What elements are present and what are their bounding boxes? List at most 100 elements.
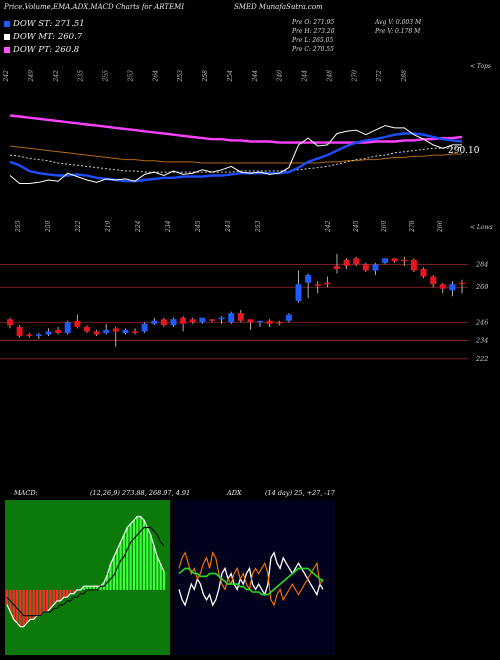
ema-top-label: 288 — [401, 70, 408, 83]
macd-bar — [42, 589, 45, 612]
candle-body — [430, 276, 437, 285]
candle-body — [55, 329, 62, 333]
ema-top-label: 242 — [53, 70, 60, 83]
macd-bar — [146, 527, 149, 590]
macd-background — [5, 500, 170, 655]
macd-bar — [152, 545, 156, 590]
ema-fast-line — [9, 132, 463, 183]
adx-line — [178, 567, 324, 596]
legend-dow-st: DOW ST: 271.51 — [4, 19, 85, 29]
tops-tag: < Tops — [470, 63, 492, 70]
candle-body — [449, 284, 456, 291]
price-level-label: 234 — [475, 337, 488, 345]
ema-top-label: 253 — [127, 70, 134, 83]
macd-bar — [149, 534, 152, 590]
candle-body — [45, 331, 52, 335]
ema-long-line — [9, 145, 462, 164]
ema-top-labels: 242 249 242 235 255 253 264 253 258 254 244 240 244 2… — [3, 70, 408, 83]
ema-bottom-label: 243 — [225, 220, 232, 233]
candle-body — [382, 258, 389, 263]
ema-bottom-label: 219 — [105, 220, 112, 233]
ema-top-label: 242 — [3, 70, 10, 83]
macd-bar — [32, 589, 35, 620]
adx-plus-di-line — [178, 551, 324, 607]
candle-body — [7, 319, 13, 326]
macd-bar — [139, 516, 142, 590]
candle-body — [305, 275, 312, 283]
macd-bar — [159, 564, 162, 590]
macd-panel — [5, 500, 170, 655]
stat-pre-open: Pre O: 271.95 — [292, 19, 335, 26]
price-top-label: 278 — [409, 220, 416, 233]
adx-panel — [175, 500, 335, 655]
candle-body — [237, 313, 244, 321]
macd-bar — [22, 589, 25, 627]
price-level-label: 246 — [475, 318, 488, 326]
adx-background — [175, 500, 335, 655]
macd-bar — [19, 589, 22, 627]
macd-line — [6, 515, 165, 628]
candle-body — [420, 268, 427, 277]
macd-bar — [109, 564, 112, 590]
ema-bottom-label: 245 — [195, 220, 202, 233]
ema-top-label: 264 — [152, 70, 159, 83]
macd-bar — [89, 586, 92, 590]
candle-body — [208, 319, 215, 321]
price-top-label: 269 — [381, 220, 388, 233]
ema-top-label: 244 — [302, 70, 309, 83]
candle-body — [112, 328, 119, 332]
candle-body — [439, 284, 446, 289]
candle-body — [372, 264, 379, 271]
price-top-label: 242 — [325, 220, 332, 233]
ema-top-label: 249 — [28, 70, 35, 83]
price-top-labels: 242 245 269 278 266 — [325, 220, 444, 233]
macd-bar — [116, 549, 119, 590]
macd-bar — [92, 586, 95, 590]
stat-pre-high: Pre H: 273.20 — [292, 28, 335, 35]
price-level-label: 284 — [475, 260, 488, 268]
chart-title-left: Price,Volume,EMA,ADX,MACD Charts for ART… — [4, 3, 185, 11]
price-top-label: 266 — [437, 220, 444, 233]
ema-top-label: 240 — [277, 70, 284, 83]
candle-body — [199, 317, 206, 323]
ema-top-label: 270 — [351, 70, 358, 83]
candle-body — [93, 331, 100, 335]
ema-bottom-label: 222 — [75, 220, 82, 233]
candle-body — [391, 258, 398, 262]
candle-body — [170, 319, 177, 326]
macd-bar — [142, 520, 146, 590]
stat-pre-volume: Pre V: 0.178 M — [375, 28, 421, 35]
candle-body — [353, 258, 360, 265]
macd-bar — [25, 589, 29, 623]
candle-body — [132, 331, 139, 333]
candle-body — [189, 319, 196, 323]
macd-bar — [126, 527, 129, 590]
macd-bar — [86, 586, 89, 590]
candle-body — [160, 319, 167, 326]
macd-bar — [49, 589, 52, 609]
ema-top-label: 258 — [202, 70, 209, 83]
candle-body — [64, 322, 71, 333]
candle-body — [151, 320, 158, 324]
macd-bar — [72, 589, 75, 594]
candle-body — [122, 329, 129, 333]
candles — [7, 253, 465, 347]
ema-bottom-label: 259 — [45, 220, 52, 233]
candle-body — [295, 284, 302, 301]
macd-bar — [122, 534, 126, 590]
candle-body — [343, 259, 350, 266]
candle-body — [180, 317, 187, 324]
candle-body — [314, 284, 321, 286]
ema-slow-line — [9, 146, 463, 173]
candle-body — [257, 320, 264, 323]
chart-title-right: SMED MunafaSutra.com — [234, 3, 323, 11]
macd-bar — [39, 589, 42, 616]
legend-dow-pt: DOW PT: 260.8 — [4, 45, 79, 55]
price-level-label: 269 — [475, 283, 488, 291]
candle-body — [285, 314, 292, 321]
candle-body — [83, 326, 90, 332]
ema-bottom-labels: 255 259 222 219 224 234 245 243 253 — [15, 220, 262, 233]
ema-top-label: 253 — [177, 70, 184, 83]
macd-bar — [52, 589, 55, 605]
